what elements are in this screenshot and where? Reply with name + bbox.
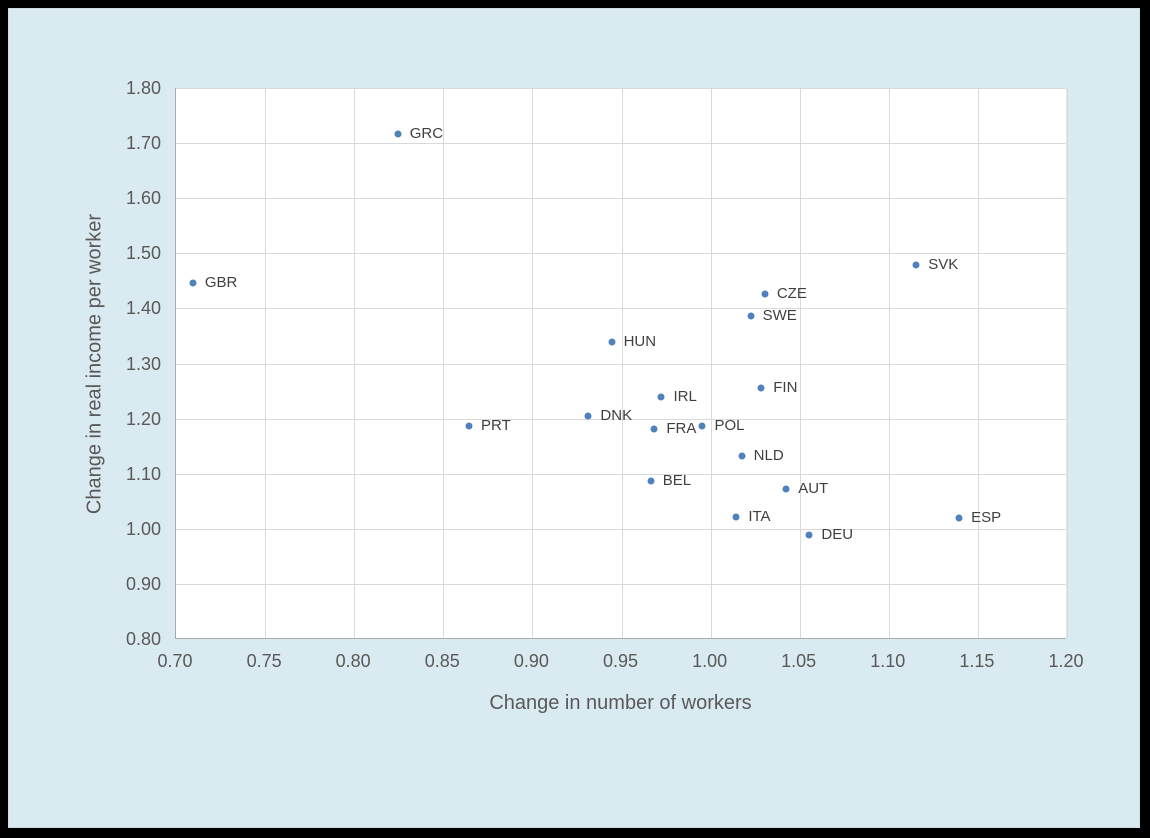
data-point-label-dnk: DNK xyxy=(600,406,633,424)
data-point-label-pol: POL xyxy=(714,417,745,435)
data-point-ita xyxy=(732,513,740,521)
data-point-label-irl: IRL xyxy=(673,388,697,406)
x-tick-label: 1.05 xyxy=(781,651,817,671)
x-axis-title: Change in number of workers xyxy=(489,692,752,714)
horizontal-gridline xyxy=(176,253,1066,254)
data-point-label-nld: NLD xyxy=(753,447,784,465)
data-point-label-gbr: GBR xyxy=(204,273,238,291)
vertical-gridline xyxy=(265,88,266,638)
x-tick-label: 1.15 xyxy=(959,651,995,671)
x-tick-label: 0.95 xyxy=(602,651,639,671)
scatter-chart: 0.70 0.75 0.80 0.85 0.90 0.95 1.00 1.05 1.10 1.15… xyxy=(8,8,1140,828)
data-point-label-hun: HUN xyxy=(623,333,657,350)
x-tick-label: 0.75 xyxy=(246,651,282,671)
vertical-gridline xyxy=(711,88,712,638)
vertical-gridline xyxy=(800,88,801,638)
data-point-label-ita: ITA xyxy=(748,508,771,526)
data-point-nld xyxy=(738,452,746,460)
horizontal-gridline xyxy=(176,88,1066,89)
data-point-gbr xyxy=(189,279,197,286)
data-point-esp xyxy=(955,514,963,522)
y-tick-label: 1.80 xyxy=(125,78,161,98)
data-point-label-esp: ESP xyxy=(971,508,1002,526)
horizontal-gridline xyxy=(176,308,1066,309)
data-point-dnk xyxy=(584,412,592,420)
horizontal-gridline xyxy=(176,143,1066,144)
data-point-label-deu: DEU xyxy=(821,525,854,543)
data-point-grc xyxy=(394,130,402,138)
vertical-gridline xyxy=(354,88,355,638)
y-tick-label: 1.00 xyxy=(125,518,161,539)
data-point-label-cze: CZE xyxy=(776,284,807,302)
data-point-deu xyxy=(805,531,813,539)
data-point-label-grc: GRC xyxy=(409,125,444,143)
data-point-bel xyxy=(647,477,655,485)
horizontal-gridline xyxy=(176,529,1066,530)
y-tick-label: 1.10 xyxy=(125,463,161,484)
data-point-swe xyxy=(747,312,755,320)
data-point-svk xyxy=(912,261,920,269)
y-tick-label: 1.40 xyxy=(125,298,161,319)
data-point-aut xyxy=(782,485,790,493)
vertical-gridline xyxy=(1067,88,1068,638)
data-point-label-bel: BEL xyxy=(662,472,692,490)
data-point-label-prt: PRT xyxy=(481,417,511,435)
data-point-cze xyxy=(761,290,769,298)
vertical-gridline xyxy=(889,88,890,638)
data-point-label-fin: FIN xyxy=(773,378,798,396)
x-tick-label: 1.20 xyxy=(1048,651,1084,671)
plot-area xyxy=(175,88,1068,639)
horizontal-gridline xyxy=(176,419,1066,420)
data-point-label-fra: FRA xyxy=(666,419,697,437)
x-tick-label: 0.90 xyxy=(513,651,549,671)
y-tick-label: 1.70 xyxy=(125,133,161,154)
vertical-gridline xyxy=(622,88,623,638)
vertical-gridline xyxy=(532,88,533,638)
vertical-gridline xyxy=(978,88,979,638)
x-tick-label: 0.80 xyxy=(335,651,371,671)
horizontal-gridline xyxy=(176,364,1066,365)
x-tick-label: 1.00 xyxy=(692,651,728,671)
x-tick-label: 0.85 xyxy=(424,651,460,671)
vertical-gridline xyxy=(443,88,444,638)
data-point-label-swe: SWE xyxy=(762,307,797,325)
x-tick-label: 1.10 xyxy=(870,651,906,671)
y-tick-label: 1.20 xyxy=(125,408,161,429)
y-axis-title: Change in real income per worker xyxy=(83,213,106,514)
y-tick-label: 1.30 xyxy=(125,353,161,374)
x-tick-label: 0.70 xyxy=(157,651,193,671)
horizontal-gridline xyxy=(176,474,1066,475)
data-point-fin xyxy=(757,384,765,392)
data-point-label-aut: AUT xyxy=(798,480,829,498)
data-point-pol xyxy=(698,422,706,430)
y-tick-label: 0.80 xyxy=(125,629,161,649)
data-point-prt xyxy=(465,422,473,430)
data-point-label-svk: SVK xyxy=(928,255,959,273)
data-point-hun xyxy=(608,338,616,346)
data-point-fra xyxy=(650,425,658,433)
horizontal-gridline xyxy=(176,198,1066,199)
horizontal-gridline xyxy=(176,584,1066,585)
data-point-irl xyxy=(657,393,665,401)
y-tick-label: 0.90 xyxy=(125,573,161,594)
y-tick-label: 1.60 xyxy=(125,188,161,209)
y-tick-label: 1.50 xyxy=(125,243,161,264)
